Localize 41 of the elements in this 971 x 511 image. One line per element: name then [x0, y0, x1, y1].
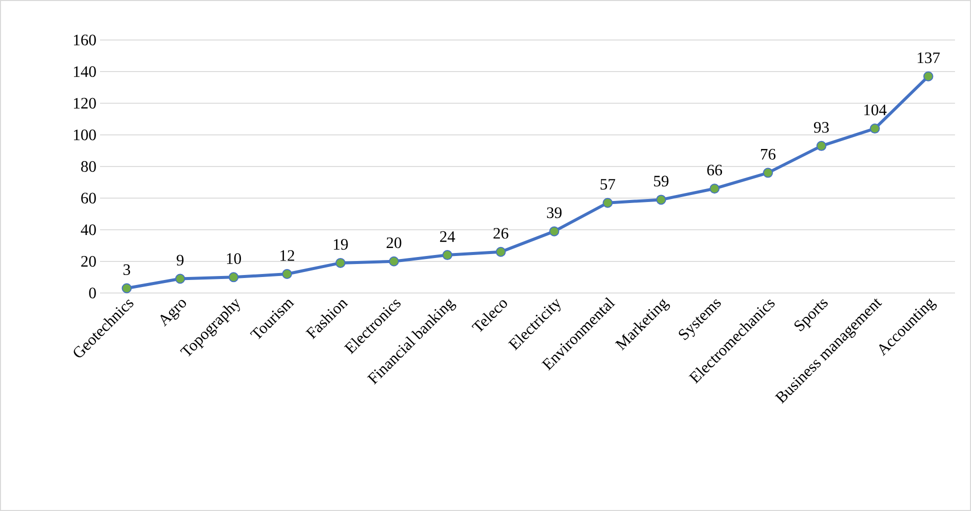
- data-label: 24: [440, 231, 456, 242]
- data-label: 9: [176, 254, 184, 266]
- y-tick-label: 60: [81, 192, 96, 204]
- point: [388, 256, 399, 266]
- point: [656, 194, 666, 205]
- point: [122, 283, 132, 294]
- y-tick-label: 120: [74, 98, 96, 109]
- point: [602, 198, 613, 208]
- data-label: 57: [600, 179, 616, 190]
- data-label: 104: [864, 104, 887, 116]
- data-label: 93: [814, 122, 829, 133]
- data-label: 20: [386, 237, 402, 248]
- data-label: 12: [280, 250, 294, 261]
- y-tick-label: 160: [74, 34, 96, 46]
- point: [175, 274, 186, 284]
- y-tick-label: 20: [81, 256, 96, 267]
- data-label: 66: [707, 164, 722, 176]
- data-label: 3: [124, 264, 130, 276]
- y-tick-label: 40: [80, 224, 96, 236]
- point: [549, 226, 560, 236]
- data-label: 76: [761, 148, 776, 160]
- data-label: 10: [227, 253, 241, 264]
- data-label: 59: [654, 176, 668, 186]
- y-tick-label: 0: [89, 288, 96, 298]
- y-tick-label: 140: [74, 66, 96, 77]
- point: [442, 250, 452, 260]
- point: [335, 258, 346, 268]
- y-tick-label: 100: [74, 129, 96, 140]
- point: [870, 124, 880, 134]
- point: [816, 140, 826, 151]
- data-label: 19: [334, 239, 348, 250]
- data-label: 137: [918, 52, 940, 64]
- point: [762, 168, 773, 178]
- point: [923, 71, 934, 82]
- point: [228, 272, 239, 282]
- point: [496, 246, 506, 257]
- data-label: 26: [494, 228, 508, 239]
- point: [710, 184, 720, 194]
- data-label: 39: [547, 207, 562, 218]
- point: [282, 269, 292, 280]
- y-tick-label: 80: [81, 161, 96, 172]
